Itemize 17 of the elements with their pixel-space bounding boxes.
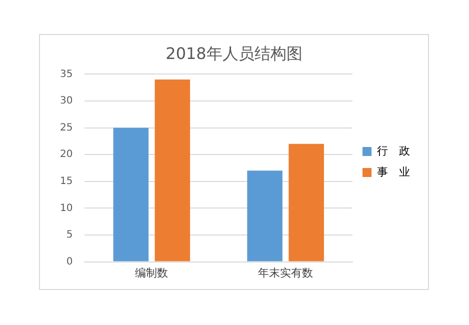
- x-tick-label: 编制数: [135, 266, 168, 280]
- chart-title: 2018年人员结构图: [166, 44, 302, 63]
- x-tick-label: 年末实有数: [258, 266, 314, 280]
- y-tick-label: 25: [60, 122, 73, 134]
- legend-label: 事 业: [377, 165, 410, 178]
- bar: [288, 144, 324, 262]
- y-tick-label: 0: [66, 256, 73, 268]
- y-tick-label: 30: [60, 96, 73, 107]
- bar: [154, 80, 190, 262]
- y-tick-label: 15: [60, 176, 73, 187]
- legend-label: 行 政: [377, 144, 410, 158]
- bar: [113, 128, 149, 262]
- y-tick-label: 5: [66, 230, 73, 241]
- y-tick-label: 10: [60, 202, 73, 214]
- y-tick-label: 20: [60, 149, 73, 160]
- bar: [247, 170, 282, 262]
- y-tick-label: 35: [60, 68, 73, 80]
